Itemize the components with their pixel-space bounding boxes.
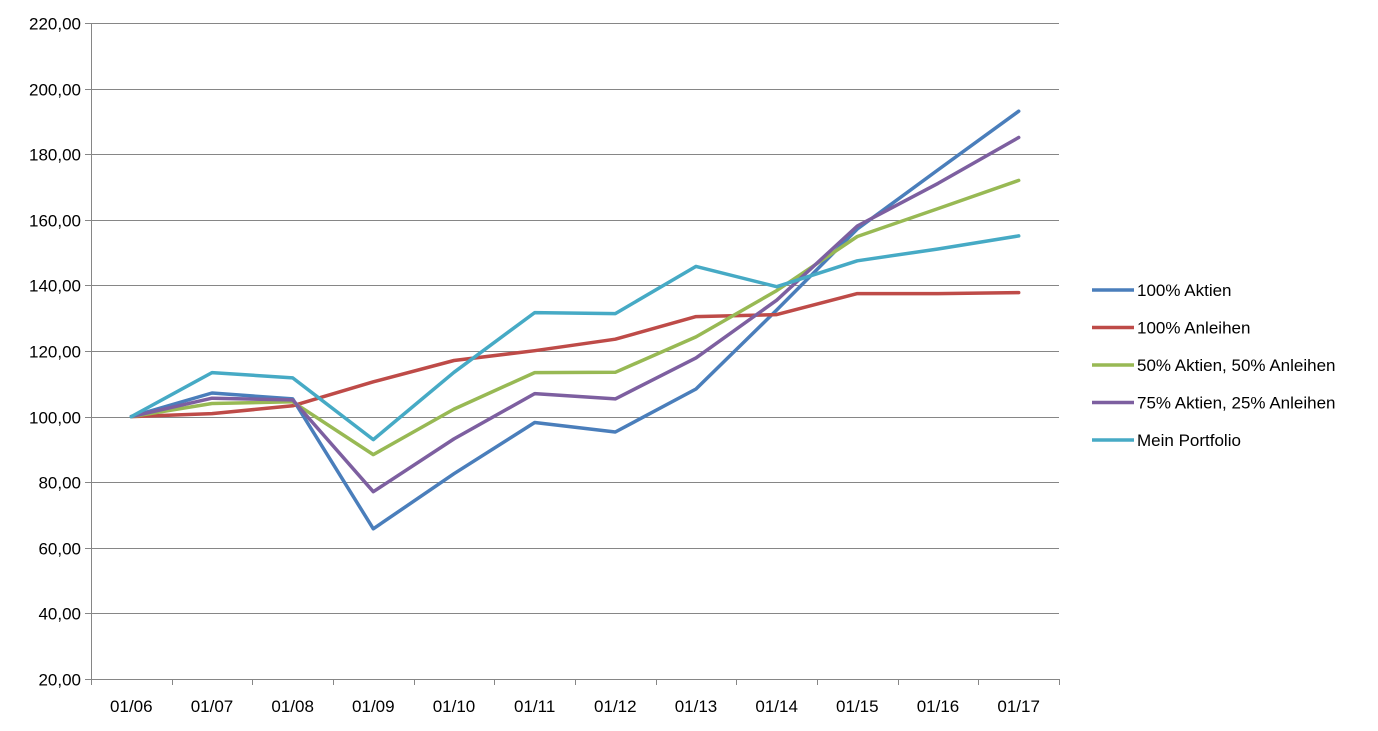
x-tick-label: 01/14	[755, 697, 798, 716]
x-tick-label: 01/13	[675, 697, 718, 716]
y-tick-label: 180,00	[29, 146, 81, 165]
gridlines	[91, 23, 1059, 614]
legend: 100% Aktien 100% Anleihen 50% Aktien, 50% …	[1092, 281, 1335, 450]
x-tick-label: 01/10	[433, 697, 476, 716]
y-tick-label: 160,00	[29, 212, 81, 231]
series-line	[129, 234, 1021, 442]
y-tick-label: 20,00	[38, 671, 81, 690]
y-tick-label: 40,00	[38, 605, 81, 624]
x-axis-tick-labels: 01/06 01/07 01/08 01/09 01/10 01/11 01/12 01/13…	[110, 697, 1040, 716]
x-tick-label: 01/17	[997, 697, 1040, 716]
legend-label: 50% Aktien, 50% Anleihen	[1137, 356, 1335, 375]
series-lines	[129, 109, 1021, 531]
y-tick-label: 100,00	[29, 409, 81, 428]
x-tick-label: 01/11	[514, 697, 555, 716]
legend-label: 75% Aktien, 25% Anleihen	[1137, 394, 1335, 413]
y-tick-label: 120,00	[29, 343, 81, 362]
axes	[85, 23, 1060, 685]
y-tick-label: 60,00	[38, 540, 81, 559]
x-tick-label: 01/07	[191, 697, 234, 716]
series-line	[129, 290, 1021, 419]
series-line	[129, 178, 1021, 457]
x-tick-label: 01/08	[271, 697, 314, 716]
x-tick-label: 01/06	[110, 697, 153, 716]
x-tick-label: 01/12	[594, 697, 637, 716]
legend-label: Mein Portfolio	[1137, 431, 1241, 450]
series-line	[129, 135, 1021, 494]
y-axis-tick-labels: 20,00 40,00 60,00 80,00 100,00 120,00 140,00 16…	[29, 15, 81, 690]
y-tick-label: 200,00	[29, 81, 81, 100]
y-tick-label: 140,00	[29, 277, 81, 296]
y-tick-label: 220,00	[29, 15, 81, 34]
series-line	[129, 109, 1021, 531]
legend-label: 100% Aktien	[1137, 281, 1232, 300]
x-tick-label: 01/15	[836, 697, 879, 716]
x-tick-label: 01/16	[917, 697, 960, 716]
legend-label: 100% Anleihen	[1137, 319, 1250, 338]
y-tick-label: 80,00	[38, 474, 81, 493]
x-tick-label: 01/09	[352, 697, 395, 716]
